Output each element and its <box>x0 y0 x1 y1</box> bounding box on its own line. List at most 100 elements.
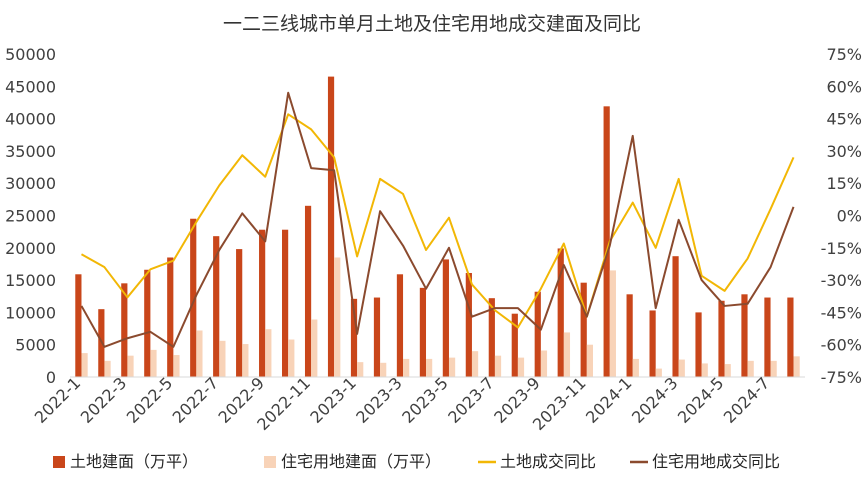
right-axis-tick-label: 60% <box>826 77 862 96</box>
legend: 土地建面（万平） 住宅用地建面（万平） 土地成交同比 住宅用地成交同比 <box>53 452 780 471</box>
legend-label: 土地建面（万平） <box>70 452 198 471</box>
left-axis: 0 5000 10000 15000 20000 25000 30000 35000 40000… <box>5 45 56 387</box>
x-axis-tick-label: 2023-7 <box>444 373 498 427</box>
land-area-bar <box>511 313 518 377</box>
land-area-bar <box>442 259 449 377</box>
land-area-bar <box>167 257 174 377</box>
left-axis-tick-label: 45000 <box>5 77 56 96</box>
residential-area-bar <box>173 355 180 377</box>
land-area-bar <box>304 205 312 377</box>
x-axis-tick-label: 2023-5 <box>398 373 452 427</box>
residential-area-bar <box>678 359 685 377</box>
residential-area-bar <box>150 349 157 377</box>
land-area-bar <box>190 218 197 377</box>
land-area-bar <box>144 269 151 377</box>
right-axis-tick-label: -15% <box>821 239 862 258</box>
x-axis-tick-label: 2024-7 <box>720 373 774 427</box>
residential-area-bar <box>747 360 754 377</box>
residential-area-bar <box>701 363 708 377</box>
residential-area-bar <box>334 257 341 377</box>
left-axis-tick-label: 25000 <box>5 207 56 226</box>
right-axis: -75% -60% -45% -30% -15% 0% 15% 30% 45% 60% 75% <box>821 45 862 387</box>
residential-area-bar <box>770 360 777 377</box>
land-area-bar <box>626 294 633 377</box>
land-area-bar <box>649 310 656 377</box>
residential-area-bar <box>426 358 433 377</box>
right-axis-tick-label: -75% <box>821 368 862 387</box>
legend-label: 住宅用地建面（万平） <box>281 452 441 471</box>
residential-area-bar <box>471 351 479 377</box>
residential-area-bar <box>517 357 525 377</box>
land-yoy-line <box>80 113 795 329</box>
land-area-bar <box>603 106 610 377</box>
residential-area-bar <box>494 355 502 377</box>
land-area-bar <box>236 249 243 377</box>
right-axis-tick-label: 75% <box>826 45 862 64</box>
land-area-bar <box>695 312 702 377</box>
land-area-bar <box>373 297 381 377</box>
residential-area-bar <box>311 319 318 377</box>
right-axis-tick-label: -45% <box>821 303 862 322</box>
residential-area-bar <box>655 368 662 377</box>
legend-label: 住宅用地成交同比 <box>652 452 780 471</box>
x-axis-tick-label: 2022-7 <box>169 373 223 427</box>
residential-area-bar <box>265 329 272 377</box>
plot-area <box>70 76 805 378</box>
left-axis-tick-label: 40000 <box>5 110 56 129</box>
right-axis-tick-label: 30% <box>826 142 862 161</box>
residential-area-bar <box>196 330 203 377</box>
left-axis-tick-label: 30000 <box>5 174 56 193</box>
residential-area-bar <box>127 355 134 377</box>
land-area-bar <box>282 229 289 377</box>
legend-swatch <box>264 456 276 468</box>
left-axis-tick-label: 35000 <box>5 142 56 161</box>
land-area-bar <box>741 294 748 377</box>
land-area-bar <box>75 274 82 377</box>
land-area-bar <box>557 248 564 377</box>
x-axis-tick-label: 2022-5 <box>123 373 177 427</box>
land-area-bar <box>327 76 335 378</box>
left-axis-tick-label: 5000 <box>15 336 56 355</box>
left-axis-tick-label: 0 <box>46 368 56 387</box>
residential-area-bar <box>586 344 593 377</box>
land-area-bar <box>396 274 404 377</box>
right-axis-tick-label: 0% <box>837 207 862 226</box>
right-axis-tick-label: 45% <box>826 110 862 129</box>
x-axis-tick-label: 2024-3 <box>628 373 682 427</box>
land-area-bar <box>465 272 472 377</box>
right-axis-tick-label: -30% <box>821 271 862 290</box>
legend-label: 土地成交同比 <box>500 452 596 471</box>
land-area-bar <box>672 256 679 377</box>
legend-swatch <box>53 456 65 468</box>
residential-area-bar <box>793 356 800 377</box>
x-axis: 2022-12022-32022-52022-72022-92022-11202… <box>31 373 774 434</box>
chart-title: 一二三线城市单月土地及住宅用地成交建面及同比 <box>223 13 641 35</box>
land-area-bar <box>350 298 358 377</box>
residential-area-bar <box>403 358 410 377</box>
residential-area-bar <box>448 357 456 377</box>
residential-area-bar <box>724 364 731 377</box>
land-area-bar <box>580 282 587 377</box>
x-axis-tick-label: 2024-5 <box>674 373 728 427</box>
left-axis-tick-label: 50000 <box>5 45 56 64</box>
residential-area-bar <box>81 353 88 377</box>
x-axis-tick-label: 2023-3 <box>352 373 406 427</box>
x-axis-tick-label: 2022-3 <box>77 373 131 427</box>
land-area-bar <box>259 229 266 377</box>
residential-area-bar <box>609 270 616 377</box>
residential-area-bar <box>563 332 571 377</box>
residential-area-bar <box>632 358 639 377</box>
land-area-bar <box>213 236 220 377</box>
residential-area-bar <box>104 360 111 377</box>
land-area-bar <box>121 283 128 377</box>
residential-area-bar <box>357 362 364 377</box>
land-area-bar <box>488 298 495 377</box>
right-axis-tick-label: -60% <box>821 336 862 355</box>
left-axis-tick-label: 20000 <box>5 239 56 258</box>
residential-area-bar <box>380 362 387 377</box>
land-area-bar <box>718 300 725 377</box>
land-area-bar <box>534 291 541 377</box>
land-area-bar <box>419 287 427 377</box>
land-area-bar <box>787 297 794 377</box>
